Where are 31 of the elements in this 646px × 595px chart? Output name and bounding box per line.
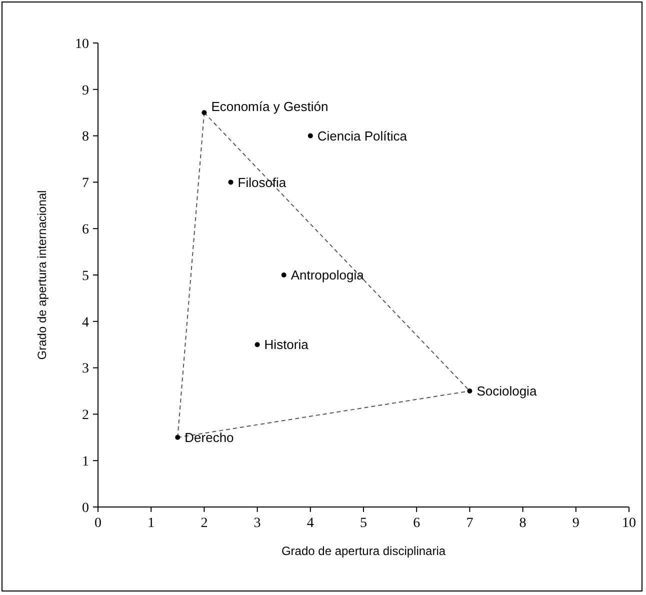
y-tick-label: 5 (82, 268, 89, 284)
x-tick-label: 7 (466, 516, 474, 531)
y-axis-title: Grado de apertura internacional (35, 190, 49, 360)
annotation: Sociologia (476, 384, 538, 399)
annotation: Antropologia (290, 268, 365, 283)
y-tick-label: 8 (82, 130, 89, 145)
x-tick-label: 4 (306, 516, 314, 531)
x-tick-label: 8 (519, 516, 526, 531)
annotation: Economía y Gestión (211, 99, 328, 114)
x-tick-label: 9 (572, 516, 580, 531)
y-tick-label: 7 (82, 176, 89, 192)
y-tick-label: 3 (82, 362, 89, 377)
x-tick-label: 10 (622, 516, 636, 531)
x-tick-label: 6 (413, 516, 420, 531)
y-tick-label: 4 (82, 315, 89, 330)
x-tick-label: 5 (360, 516, 367, 531)
y-tick-label: 6 (82, 222, 89, 238)
y-tick-label: 1 (82, 454, 89, 470)
x-axis-title: Grado de apertura disciplinaria (281, 544, 446, 558)
annotation: Derecho (184, 430, 234, 445)
y-tick-label: 2 (82, 408, 89, 424)
annotation: Historia (264, 337, 310, 352)
x-tick-label: 2 (200, 516, 208, 531)
annotation: Ciencia Política (317, 128, 408, 144)
x-tick-label: 0 (94, 516, 102, 531)
annotation: Filosofia (238, 174, 287, 190)
x-tick-label: 1 (148, 516, 155, 531)
y-tick-label: 10 (75, 36, 89, 52)
y-tick-label: 9 (82, 83, 89, 98)
y-tick-label: 0 (82, 500, 89, 516)
x-tick-label: 3 (254, 516, 261, 531)
